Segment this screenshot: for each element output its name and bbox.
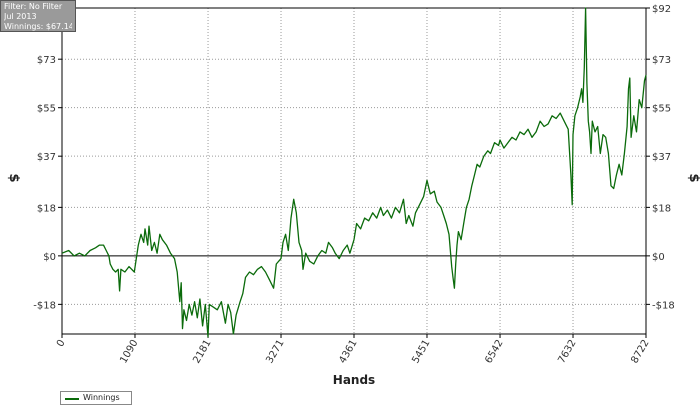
x-tick-label: 0	[55, 338, 68, 349]
y-axis-label-right: $	[686, 173, 700, 182]
y-tick-label-right: $92	[652, 4, 671, 15]
winnings-text: Winnings: $67.14	[4, 22, 72, 31]
legend: Winnings	[60, 391, 132, 405]
x-tick-label: 2181	[191, 338, 213, 366]
y-tick-label-left: $73	[37, 55, 56, 66]
series-line-winnings	[61, 7, 647, 338]
x-tick-label: 5451	[410, 338, 432, 366]
y-tick-label-left: $18	[37, 203, 56, 214]
y-tick-label-right: $0	[652, 252, 665, 263]
x-tick-label: 3271	[264, 338, 286, 366]
y-tick-label-right: $55	[652, 104, 671, 115]
x-tick-label: 8722	[629, 338, 651, 366]
x-tick-label: 1090	[118, 338, 140, 366]
y-tick-label-left: $55	[37, 104, 56, 115]
y-tick-label-left: $0	[43, 252, 56, 263]
y-tick-label-right: $18	[652, 203, 671, 214]
filter-text: Filter: No Filter	[4, 2, 63, 11]
y-tick-label-right: -$18	[652, 300, 675, 311]
y-tick-label-left: $37	[37, 152, 56, 163]
period-text: Jul 2013	[4, 12, 37, 21]
y-tick-label-right: $73	[652, 55, 671, 66]
x-tick-label: 4361	[337, 338, 359, 366]
legend-label-winnings: Winnings	[83, 393, 120, 402]
series-layer	[61, 7, 647, 338]
legend-swatch	[65, 398, 79, 400]
x-axis-label: Hands	[333, 373, 375, 387]
x-tick-label: 7632	[556, 338, 578, 366]
y-tick-label-left: -$18	[33, 300, 56, 311]
y-axis-label-left: $	[6, 173, 21, 182]
x-tick-label: 6542	[483, 338, 505, 366]
grid	[62, 8, 646, 334]
info-box: Filter: No Filter Jul 2013 Winnings: $67…	[0, 0, 76, 32]
y-tick-label-right: $37	[652, 152, 671, 163]
